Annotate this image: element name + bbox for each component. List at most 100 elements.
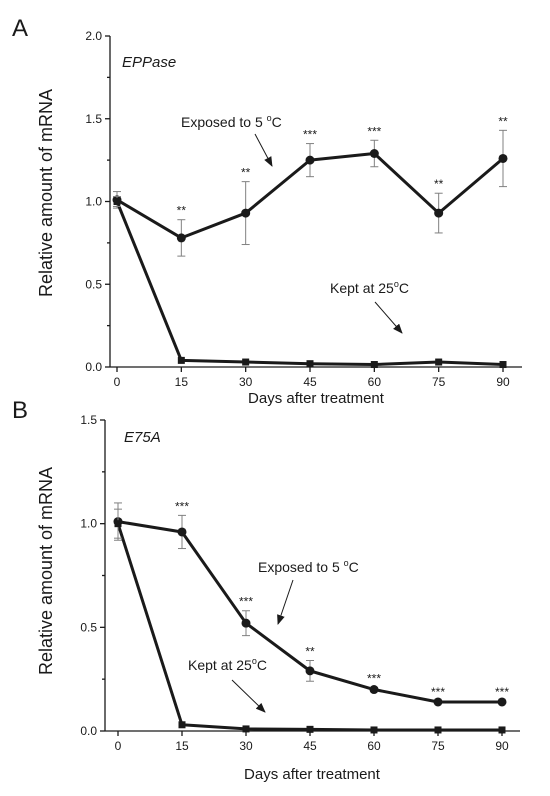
arrow-kept-b bbox=[231, 679, 266, 713]
significance-exposed-a-4: *** bbox=[367, 124, 381, 138]
svg-text:Kept at 25oC: Kept at 25oC bbox=[330, 279, 409, 296]
x-axis-title-a: Days after treatment bbox=[248, 390, 385, 407]
series-label-exposed-b-unit: C bbox=[349, 559, 359, 575]
series-label-kept-b-degree: o bbox=[252, 656, 257, 666]
point-kept-a-5 bbox=[435, 358, 443, 366]
series-label-exposed-a-degree: o bbox=[267, 113, 272, 123]
y-tick-label-a-3: 1.5 bbox=[85, 112, 102, 126]
significance-exposed-a-3: *** bbox=[303, 128, 317, 142]
y-tick-label-b-1: 0.5 bbox=[80, 620, 97, 634]
x-tick-label-b-3: 45 bbox=[303, 739, 317, 753]
x-axis-title-b: Days after treatment bbox=[244, 766, 381, 783]
series-label-exposed-a-text: Exposed to 5 bbox=[181, 114, 267, 130]
panel-b: B E75A Relative amount of mRNA Days afte… bbox=[12, 397, 520, 783]
y-tick-label-a-1: 0.5 bbox=[85, 277, 102, 291]
series-line-kept-b bbox=[116, 523, 502, 732]
point-exposed-b-3 bbox=[305, 666, 315, 676]
x-tick-label-b-5: 75 bbox=[431, 739, 445, 753]
y-ticks-a: 0.0 0.5 1.0 1.5 2.0 bbox=[85, 29, 110, 374]
point-exposed-a-4 bbox=[369, 149, 379, 159]
point-kept-a-2 bbox=[242, 358, 250, 366]
x-tick-label-a-1: 15 bbox=[175, 375, 189, 389]
series-label-kept-a-degree: o bbox=[394, 279, 399, 289]
point-exposed-b-5 bbox=[433, 697, 443, 707]
significance-exposed-b-6: *** bbox=[495, 685, 509, 699]
series-label-exposed-a: Exposed to 5 oC bbox=[181, 113, 282, 167]
point-exposed-a-5 bbox=[434, 208, 444, 218]
x-tick-label-b-2: 30 bbox=[239, 739, 253, 753]
panel-a: A EPPase Relative amount of mRNA Days af… bbox=[12, 15, 522, 407]
arrow-kept-a bbox=[374, 301, 403, 334]
significance-exposed-b-4: *** bbox=[367, 671, 381, 685]
series-label-exposed-a-unit: C bbox=[272, 114, 282, 130]
series-label-exposed-b: Exposed to 5 oC bbox=[258, 558, 359, 625]
x-tick-label-a-2: 30 bbox=[239, 375, 253, 389]
series-label-kept-b-unit: C bbox=[257, 657, 267, 673]
point-exposed-a-1 bbox=[176, 233, 186, 243]
y-tick-label-a-2: 1.0 bbox=[85, 195, 102, 209]
series-label-exposed-b-degree: o bbox=[344, 558, 349, 568]
point-kept-b-5 bbox=[434, 726, 442, 734]
arrow-exposed-b bbox=[277, 579, 294, 625]
significance-exposed-b-2: *** bbox=[239, 595, 253, 609]
gene-name-a: EPPase bbox=[122, 54, 176, 71]
point-kept-b-4 bbox=[370, 726, 378, 734]
svg-text:Exposed to 5 oC: Exposed to 5 oC bbox=[181, 113, 282, 130]
point-kept-a-3 bbox=[306, 360, 314, 368]
point-exposed-b-6 bbox=[497, 697, 507, 707]
point-kept-b-1 bbox=[178, 721, 186, 729]
point-exposed-b-1 bbox=[177, 527, 187, 537]
point-exposed-a-6 bbox=[498, 153, 508, 163]
plot-area-a: ******* ******* bbox=[112, 114, 508, 369]
svg-text:Exposed to 5 oC: Exposed to 5 oC bbox=[258, 558, 359, 575]
x-tick-label-a-6: 90 bbox=[496, 375, 510, 389]
x-tick-label-a-4: 60 bbox=[368, 375, 382, 389]
gene-name-b: E75A bbox=[124, 429, 161, 446]
y-ticks-b: 0.0 0.5 1.0 1.5 bbox=[80, 413, 105, 738]
significance-exposed-b-1: *** bbox=[175, 499, 189, 513]
point-kept-b-2 bbox=[242, 725, 250, 733]
point-exposed-a-3 bbox=[305, 155, 315, 165]
svg-text:Kept at 25oC: Kept at 25oC bbox=[188, 656, 267, 673]
x-tick-label-b-6: 90 bbox=[495, 739, 509, 753]
point-kept-b-6 bbox=[498, 726, 506, 734]
significance-exposed-a-5: ** bbox=[434, 177, 444, 191]
series-label-kept-b: Kept at 25oC bbox=[188, 656, 267, 713]
significance-exposed-b-5: *** bbox=[431, 685, 445, 699]
panel-label-b: B bbox=[12, 397, 28, 424]
significance-exposed-b-3: ** bbox=[305, 645, 315, 659]
point-kept-a-6 bbox=[499, 361, 507, 369]
x-ticks-b: 0 15 30 45 60 75 90 bbox=[115, 731, 509, 753]
series-line-kept-a bbox=[115, 200, 504, 367]
y-axis-title-a: Relative amount of mRNA bbox=[36, 89, 56, 297]
series-label-kept-a-text: Kept at 25 bbox=[330, 280, 394, 296]
point-exposed-b-2 bbox=[241, 618, 251, 628]
point-kept-b-0 bbox=[114, 520, 122, 528]
point-exposed-a-2 bbox=[241, 208, 251, 218]
x-tick-label-b-0: 0 bbox=[115, 739, 122, 753]
x-tick-label-a-3: 45 bbox=[303, 375, 317, 389]
series-label-kept-b-text: Kept at 25 bbox=[188, 657, 252, 673]
significance-exposed-a-1: ** bbox=[177, 204, 187, 218]
point-kept-a-4 bbox=[370, 361, 378, 369]
x-ticks-a: 0 15 30 45 60 75 90 bbox=[114, 367, 510, 389]
x-tick-label-b-1: 15 bbox=[175, 739, 189, 753]
point-kept-a-1 bbox=[177, 356, 185, 364]
x-tick-label-b-4: 60 bbox=[367, 739, 381, 753]
x-tick-label-a-5: 75 bbox=[432, 375, 446, 389]
significance-exposed-a-2: ** bbox=[241, 166, 251, 180]
series-label-kept-a-unit: C bbox=[399, 280, 409, 296]
point-kept-b-3 bbox=[306, 725, 314, 733]
y-axis-title-b: Relative amount of mRNA bbox=[36, 467, 56, 675]
x-tick-label-a-0: 0 bbox=[114, 375, 121, 389]
series-label-exposed-b-text: Exposed to 5 bbox=[258, 559, 344, 575]
panel-label-a: A bbox=[12, 15, 28, 42]
y-tick-label-b-3: 1.5 bbox=[80, 413, 97, 427]
point-exposed-b-4 bbox=[369, 685, 379, 695]
y-tick-label-a-0: 0.0 bbox=[85, 360, 102, 374]
series-label-kept-a: Kept at 25oC bbox=[330, 279, 409, 334]
significance-exposed-a-6: ** bbox=[498, 114, 508, 128]
arrow-exposed-a bbox=[254, 133, 273, 167]
plot-area-b: ************** *** bbox=[113, 499, 509, 734]
